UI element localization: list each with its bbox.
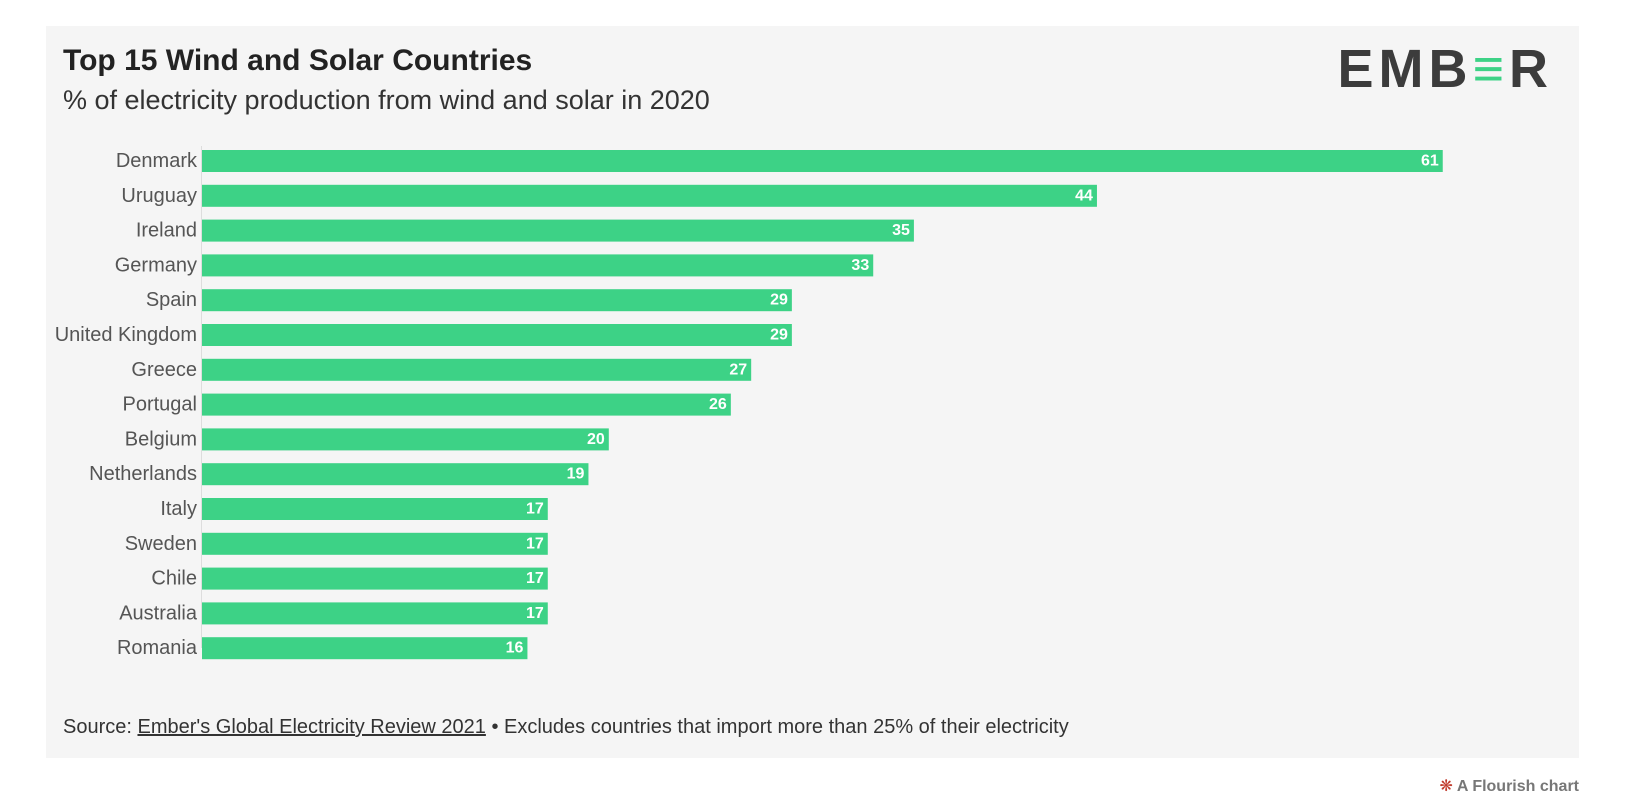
bar-uruguay[interactable] xyxy=(202,184,1097,207)
category-label: United Kingdom xyxy=(55,324,197,346)
value-label: 16 xyxy=(506,640,524,657)
value-label: 27 xyxy=(729,361,747,378)
value-label: 17 xyxy=(526,570,544,587)
category-label: Sweden xyxy=(125,533,197,555)
bar-italy[interactable] xyxy=(202,498,548,520)
value-label: 26 xyxy=(709,396,727,413)
category-label: Greece xyxy=(131,359,197,381)
category-label: Spain xyxy=(146,289,197,311)
bar-belgium[interactable] xyxy=(202,428,609,451)
flourish-logo-icon: ❋ xyxy=(1439,778,1453,795)
ember-logo: EMB≡R xyxy=(1337,42,1553,96)
category-label: Netherlands xyxy=(89,463,197,485)
category-label: Denmark xyxy=(116,150,198,172)
chart-subtitle: % of electricity production from wind an… xyxy=(63,85,710,115)
category-label: Belgium xyxy=(125,428,197,450)
value-label: 35 xyxy=(892,222,910,239)
source-link[interactable]: Ember's Global Electricity Review 2021 xyxy=(137,716,486,738)
value-label: 17 xyxy=(526,501,544,518)
category-label: Italy xyxy=(160,498,197,520)
value-label: 44 xyxy=(1075,187,1093,204)
bar-sweden[interactable] xyxy=(202,532,548,555)
value-label: 17 xyxy=(526,605,544,622)
category-label: Ireland xyxy=(136,220,197,242)
logo-text-start: EMB xyxy=(1337,39,1473,99)
bar-romania[interactable] xyxy=(202,637,528,660)
chart-title: Top 15 Wind and Solar Countries xyxy=(63,44,533,77)
bar-ireland[interactable] xyxy=(202,219,914,242)
bar-chart: Denmark Uruguay Ireland Germany Spain United … xyxy=(55,146,1443,660)
bar-portugal[interactable] xyxy=(202,393,731,416)
category-label: Romania xyxy=(117,637,198,659)
value-label: 33 xyxy=(851,257,869,274)
logo-text-end: R xyxy=(1509,39,1553,99)
flourish-credit[interactable]: ❋ A Flourish chart xyxy=(1440,776,1580,796)
bar-germany[interactable] xyxy=(202,254,874,277)
category-label: Germany xyxy=(115,254,197,276)
value-label: 19 xyxy=(567,466,585,483)
value-label: 61 xyxy=(1421,153,1439,170)
bar-denmark[interactable] xyxy=(202,150,1443,172)
category-label: Portugal xyxy=(123,394,198,416)
bar-greece[interactable] xyxy=(202,358,752,381)
bar-spain[interactable] xyxy=(202,289,792,312)
category-label: Australia xyxy=(119,602,198,624)
category-label: Chile xyxy=(151,568,197,590)
value-label: 29 xyxy=(770,292,788,309)
bar-netherlands[interactable] xyxy=(202,463,589,486)
category-label: Uruguay xyxy=(121,185,197,207)
flourish-credit-text: A Flourish chart xyxy=(1456,778,1579,795)
logo-accent-e: ≡ xyxy=(1472,39,1509,99)
value-label: 20 xyxy=(587,431,605,448)
source-suffix: • Excludes countries that import more th… xyxy=(485,716,1069,738)
bar-chile[interactable] xyxy=(202,567,548,590)
bar-australia[interactable] xyxy=(202,602,548,625)
chart-card: Top 15 Wind and Solar Countries % of ele… xyxy=(46,26,1579,758)
source-prefix: Source: xyxy=(63,716,138,738)
value-label: 17 xyxy=(526,535,544,552)
value-label: 29 xyxy=(770,327,788,344)
bar-united-kingdom[interactable] xyxy=(202,324,792,346)
source-note: Source: Ember's Global Electricity Revie… xyxy=(63,716,1069,739)
